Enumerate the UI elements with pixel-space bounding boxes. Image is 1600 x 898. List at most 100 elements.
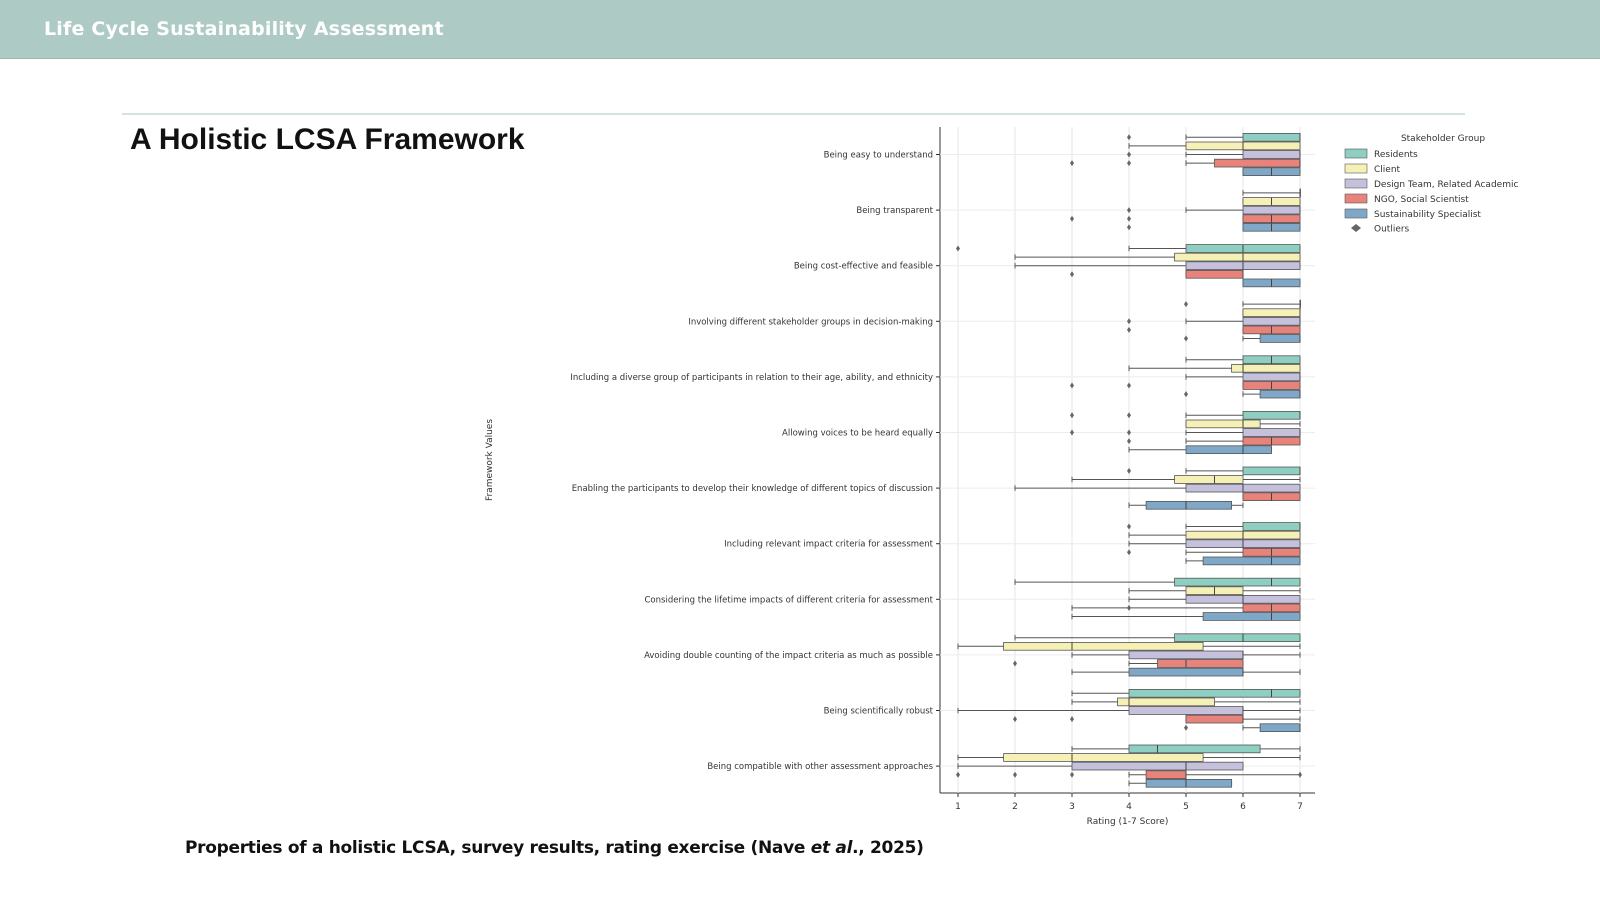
outlier-marker [1070,412,1074,419]
outlier-marker [1184,301,1188,308]
category-label: Avoiding double counting of the impact c… [644,651,933,661]
category-label: Including a diverse group of participant… [570,373,933,383]
outlier-marker [1127,160,1131,167]
x-tick-label: 6 [1240,802,1246,812]
box-design-team-related-academic [1242,372,1301,382]
box-design-team-related-academic [1071,761,1244,771]
outlier-marker [1127,224,1131,231]
outlier-marker [1127,467,1131,474]
legend-label: Client [1374,165,1401,175]
box-sustainability-specialist [1145,779,1232,788]
box-sustainability-specialist [1259,389,1301,399]
legend-label: NGO, Social Scientist [1374,195,1469,205]
box-design-team-related-academic [1128,706,1244,715]
outlier-marker [1127,429,1131,436]
legend-label: Design Team, Related Academic [1374,180,1518,190]
box-residents [1242,466,1301,476]
box-design-team-related-academic [1242,150,1301,159]
category-label: Being transparent [856,206,933,216]
box-sustainability-specialist [1259,723,1301,732]
outlier-marker [1127,382,1131,389]
box-residents [1242,410,1301,420]
box-sustainability-specialist [1185,445,1272,454]
box-design-team-related-academic [1242,205,1301,215]
category-label: Being cost-effective and feasible [794,262,933,272]
outlier-marker [1184,724,1188,731]
outlier-marker [956,771,960,778]
box-residents [1174,577,1301,587]
outlier-marker [1127,326,1131,333]
box-sustainability-specialist [1145,500,1232,510]
outlier-marker [1127,549,1131,556]
slide-title: A Holistic LCSA Framework [130,123,525,156]
outlier-marker [1298,771,1302,778]
category-label: Allowing voices to be heard equally [782,429,933,439]
x-tick-label: 2 [1012,802,1018,812]
category-label: Being compatible with other assessment a… [707,762,933,772]
box-ngo-social-scientist [1145,770,1187,779]
y-axis-title: Framework Values [485,419,495,501]
legend-label: Outliers [1374,225,1410,235]
legend-outlier-marker [1351,224,1361,232]
caption-text-1: Properties of a holistic LCSA, survey re… [185,838,811,858]
caption-italic: et al [810,838,853,858]
outlier-marker [1070,271,1074,278]
x-tick-label: 7 [1297,802,1303,812]
outlier-marker [1127,151,1131,158]
x-tick-label: 5 [1183,802,1189,812]
outlier-marker [1184,335,1188,342]
outlier-marker [1013,716,1017,723]
outlier-marker [1070,215,1074,222]
legend-label: Sustainability Specialist [1374,210,1481,220]
category-label: Including relevant impact criteria for a… [724,540,934,550]
box-client [1231,363,1301,373]
header-title: Life Cycle Sustainability Assessment [44,18,444,40]
legend-swatch [1344,208,1368,219]
box-design-team-related-academic [1128,650,1244,660]
outlier-marker [1127,438,1131,445]
box-client [1185,419,1261,429]
outlier-marker [1184,391,1188,398]
box-residents [1128,689,1301,698]
outlier-marker [1070,429,1074,436]
x-tick-label: 4 [1126,802,1132,812]
box-design-team-related-academic [1242,316,1301,326]
box-design-team-related-academic [1242,428,1301,437]
outlier-marker [1127,207,1131,214]
legend-swatch [1344,193,1368,204]
x-tick-label: 3 [1069,802,1075,812]
box-client [1242,308,1301,317]
box-residents [1174,633,1301,642]
legend-swatch [1344,178,1368,189]
category-label: Being easy to understand [824,151,933,161]
outlier-marker [1070,716,1074,723]
box-sustainability-specialist [1202,612,1301,621]
title-divider [122,113,1465,115]
category-label: Being scientifically robust [824,707,934,717]
box-residents [1128,744,1261,754]
box-sustainability-specialist [1259,334,1301,343]
x-tick-label: 1 [955,802,961,812]
category-label: Enabling the participants to develop the… [572,484,933,494]
box-sustainability-specialist [1202,556,1301,566]
x-axis-title: Rating (1-7 Score) [1087,817,1169,827]
category-label: Involving different stakeholder groups i… [688,317,933,327]
box-residents [1242,132,1301,142]
outlier-marker [1127,215,1131,222]
box-client [1174,475,1244,484]
box-ngo-social-scientist [1214,158,1301,168]
header-bar: Life Cycle Sustainability Assessment [0,0,1600,59]
box-ngo-social-scientist [1157,659,1244,668]
box-client [1174,252,1301,262]
outlier-marker [1070,160,1074,167]
outlier-marker [1070,771,1074,778]
box-residents [1242,522,1301,531]
box-ngo-social-scientist [1185,714,1244,724]
outlier-marker [1013,660,1017,667]
outlier-marker [1127,412,1131,419]
box-client [1003,642,1204,651]
outlier-marker [1127,134,1131,141]
legend-label: Residents [1374,150,1418,160]
legend-swatch [1344,163,1368,174]
